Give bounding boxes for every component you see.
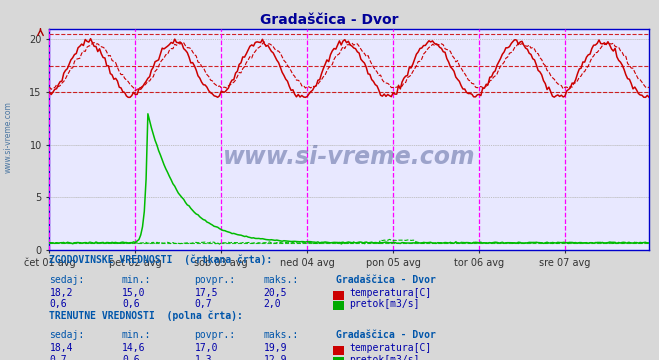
Text: 0,7: 0,7 — [49, 355, 67, 360]
Text: temperatura[C]: temperatura[C] — [349, 288, 432, 298]
Text: TRENUTNE VREDNOSTI  (polna črta):: TRENUTNE VREDNOSTI (polna črta): — [49, 311, 243, 321]
Text: pretok[m3/s]: pretok[m3/s] — [349, 355, 420, 360]
Text: 0,6: 0,6 — [49, 299, 67, 309]
Text: Gradaščica - Dvor: Gradaščica - Dvor — [336, 275, 436, 285]
Text: 14,6: 14,6 — [122, 343, 146, 353]
Text: www.si-vreme.com: www.si-vreme.com — [4, 101, 13, 173]
Text: 18,2: 18,2 — [49, 288, 73, 298]
Text: 20,5: 20,5 — [264, 288, 287, 298]
Text: ZGODOVINSKE VREDNOSTI  (črtkana črta):: ZGODOVINSKE VREDNOSTI (črtkana črta): — [49, 254, 273, 265]
Text: 12,9: 12,9 — [264, 355, 287, 360]
Text: min.:: min.: — [122, 275, 152, 285]
Text: 0,6: 0,6 — [122, 355, 140, 360]
Text: povpr.:: povpr.: — [194, 275, 235, 285]
Text: 19,9: 19,9 — [264, 343, 287, 353]
Text: 0,6: 0,6 — [122, 299, 140, 309]
Text: 18,4: 18,4 — [49, 343, 73, 353]
Text: maks.:: maks.: — [264, 330, 299, 341]
Text: Gradaščica - Dvor: Gradaščica - Dvor — [260, 13, 399, 27]
Text: temperatura[C]: temperatura[C] — [349, 343, 432, 353]
Text: 17,5: 17,5 — [194, 288, 218, 298]
Text: maks.:: maks.: — [264, 275, 299, 285]
Text: sedaj:: sedaj: — [49, 330, 84, 341]
Text: min.:: min.: — [122, 330, 152, 341]
Text: 2,0: 2,0 — [264, 299, 281, 309]
Text: 15,0: 15,0 — [122, 288, 146, 298]
Text: Gradaščica - Dvor: Gradaščica - Dvor — [336, 330, 436, 341]
Text: 17,0: 17,0 — [194, 343, 218, 353]
Text: povpr.:: povpr.: — [194, 330, 235, 341]
Text: pretok[m3/s]: pretok[m3/s] — [349, 299, 420, 309]
Text: 1,3: 1,3 — [194, 355, 212, 360]
Text: sedaj:: sedaj: — [49, 275, 84, 285]
Text: www.si-vreme.com: www.si-vreme.com — [223, 145, 476, 169]
Text: 0,7: 0,7 — [194, 299, 212, 309]
